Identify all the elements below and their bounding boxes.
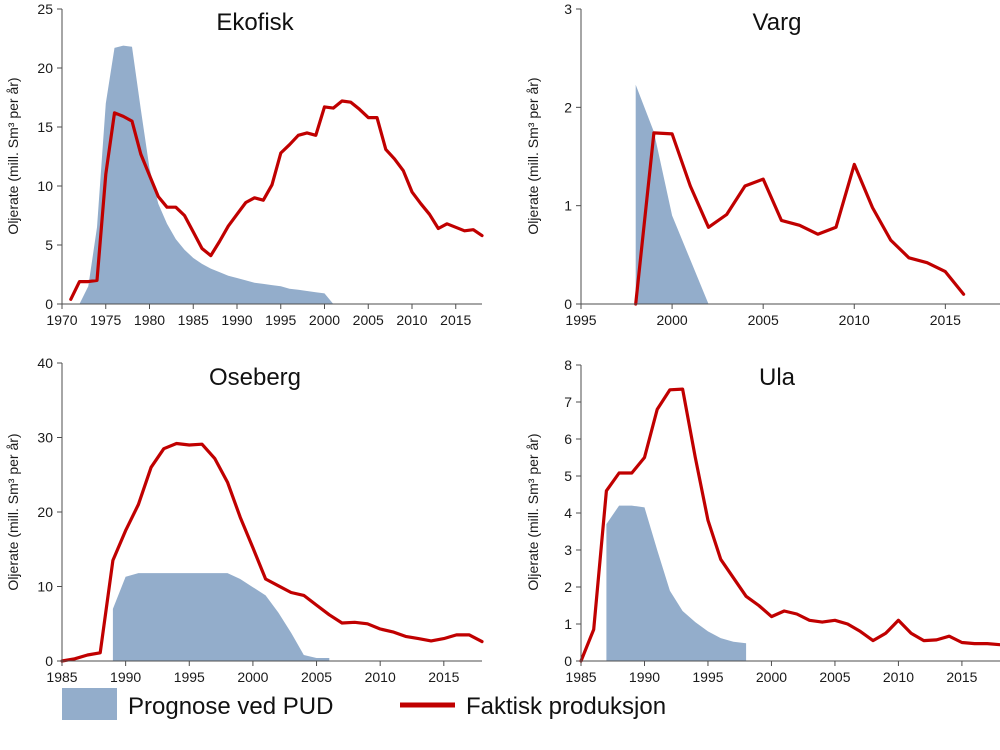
ekofisk-x-tick-label: 2010 (396, 312, 427, 328)
ekofisk-y-tick-label: 10 (37, 178, 53, 194)
varg-x-tick-label: 2010 (839, 312, 870, 328)
oseberg-title: Oseberg (209, 364, 301, 391)
ekofisk-x-tick-label: 1970 (46, 312, 77, 328)
ekofisk-forecast-area (79, 45, 334, 304)
varg-y-tick-label: 1 (564, 198, 572, 214)
ekofisk-x-tick-label: 1990 (221, 312, 252, 328)
ekofisk-x-tick-label: 1985 (178, 312, 209, 328)
ula-y-axis-label: Oljerate (mill. Sm³ per år) (525, 433, 541, 590)
panel-ekofisk: 0 5 10 15 20 25 1970 1975 1980 1985 1990 1995 2000 20… (5, 1, 484, 328)
oseberg-y-tick-label: 30 (37, 430, 53, 446)
ula-y-tick-label: 3 (564, 542, 572, 558)
ula-x-tick-label: 2015 (946, 669, 977, 685)
ekofisk-x-tick-label: 2015 (440, 312, 471, 328)
ekofisk-y-tick-label: 15 (37, 119, 53, 135)
ula-y-tick-label: 1 (564, 616, 572, 632)
ekofisk-x-tick-label: 1995 (265, 312, 296, 328)
panel-varg: 0 1 2 3 1995 2000 2005 2010 2015 Varg Oljerate (mi… (525, 1, 1000, 328)
varg-actual-line (634, 131, 966, 306)
ula-y-tick-label: 2 (564, 579, 572, 595)
ula-y-tick-label: 6 (564, 431, 572, 447)
varg-x-tick-label: 2000 (657, 312, 688, 328)
varg-y-tick-label: 3 (564, 1, 572, 17)
ula-forecast-area (606, 505, 747, 661)
ula-y-tick-label: 4 (564, 505, 572, 521)
oseberg-x-tick-label: 1985 (46, 669, 77, 685)
oseberg-y-tick-label: 40 (37, 355, 53, 371)
varg-y-tick-label: 2 (564, 99, 572, 115)
ula-y-tick-label: 8 (564, 357, 572, 373)
ekofisk-y-tick-label: 25 (37, 1, 53, 17)
ula-y-tick-label: 7 (564, 394, 572, 410)
ula-actual-line (579, 387, 1000, 663)
ekofisk-y-axis-label: Oljerate (mill. Sm³ per år) (5, 77, 21, 234)
ula-title: Ula (759, 364, 796, 391)
ula-x-tick-label: 1990 (629, 669, 660, 685)
legend-actual-label: Faktisk produksjon (466, 693, 666, 720)
oseberg-x-tick-label: 2005 (301, 669, 332, 685)
oseberg-y-tick-label: 20 (37, 504, 53, 520)
ula-x-tick-label: 1995 (692, 669, 723, 685)
panel-oseberg: 0 10 20 30 40 1985 1990 1995 2000 2005 2010 2015 Ose… (5, 355, 484, 685)
ekofisk-y-tick-label: 0 (45, 296, 53, 312)
oseberg-x-tick-label: 2000 (237, 669, 268, 685)
varg-x-tick-label: 2005 (748, 312, 779, 328)
oseberg-actual-line (60, 441, 484, 663)
ekofisk-x-tick-label: 2005 (353, 312, 384, 328)
ekofisk-actual-line (69, 99, 484, 301)
oseberg-x-tick-label: 1990 (110, 669, 141, 685)
legend-forecast-label: Prognose ved PUD (128, 693, 333, 720)
ekofisk-y-tick-label: 5 (45, 237, 53, 253)
oseberg-y-tick-label: 0 (45, 653, 53, 669)
oseberg-x-tick-label: 1995 (174, 669, 205, 685)
oseberg-y-axis-label: Oljerate (mill. Sm³ per år) (5, 433, 21, 590)
ekofisk-x-tick-label: 1980 (134, 312, 165, 328)
ula-x-tick-label: 2005 (819, 669, 850, 685)
oseberg-y-tick-label: 10 (37, 579, 53, 595)
varg-x-tick-label: 2015 (930, 312, 961, 328)
varg-y-tick-label: 0 (564, 296, 572, 312)
ula-x-tick-label: 2000 (756, 669, 787, 685)
ekofisk-x-tick-label: 2000 (309, 312, 340, 328)
ula-y-tick-label: 5 (564, 468, 572, 484)
oseberg-forecast-area (112, 573, 330, 661)
panel-ula: 0 1 2 3 4 5 6 7 8 1985 1990 1995 2000 2005 2010 2015 Ula… (525, 357, 1000, 685)
ula-x-tick-label: 2010 (883, 669, 914, 685)
ula-x-tick-label: 1985 (565, 669, 596, 685)
varg-y-axis-label: Oljerate (mill. Sm³ per år) (525, 77, 541, 234)
varg-x-tick-label: 1995 (565, 312, 596, 328)
ekofisk-y-tick-label: 20 (37, 60, 53, 76)
ula-y-tick-label: 0 (564, 653, 572, 669)
varg-title: Varg (753, 9, 802, 36)
ekofisk-x-tick-label: 1975 (90, 312, 121, 328)
oseberg-x-tick-label: 2010 (365, 669, 396, 685)
oseberg-x-tick-label: 2015 (428, 669, 459, 685)
ekofisk-title: Ekofisk (216, 9, 294, 36)
legend: Prognose ved PUD Faktisk produksjon (62, 688, 666, 720)
legend-forecast-swatch (62, 688, 117, 720)
